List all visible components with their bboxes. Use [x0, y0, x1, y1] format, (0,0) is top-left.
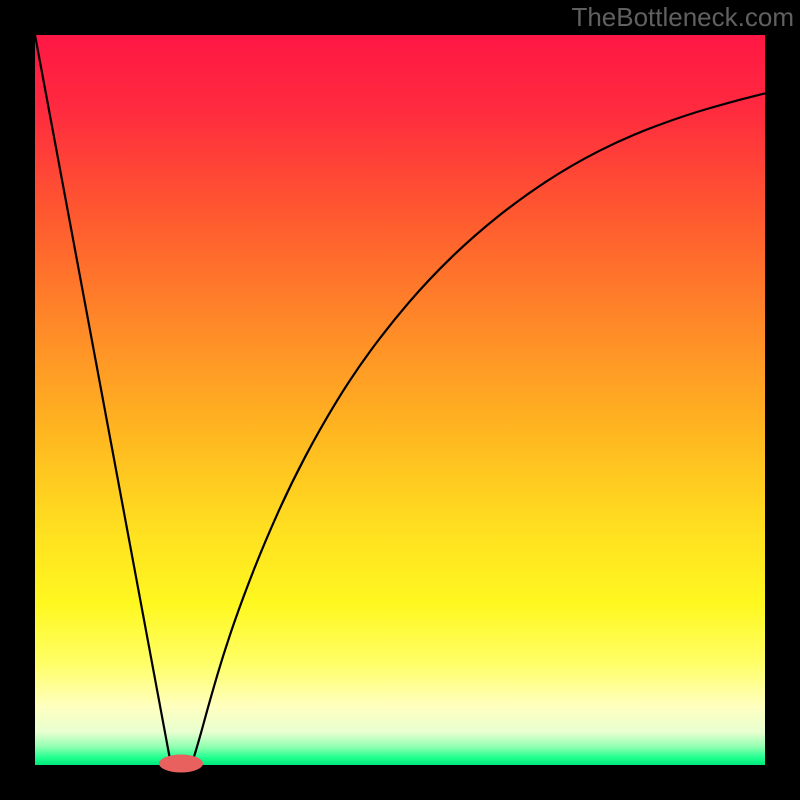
- plot-background: [35, 35, 765, 765]
- attribution-label: TheBottleneck.com: [571, 0, 800, 33]
- bottleneck-curve-chart: [0, 0, 800, 800]
- chart-container: TheBottleneck.com: [0, 0, 800, 800]
- optimal-marker: [159, 755, 203, 773]
